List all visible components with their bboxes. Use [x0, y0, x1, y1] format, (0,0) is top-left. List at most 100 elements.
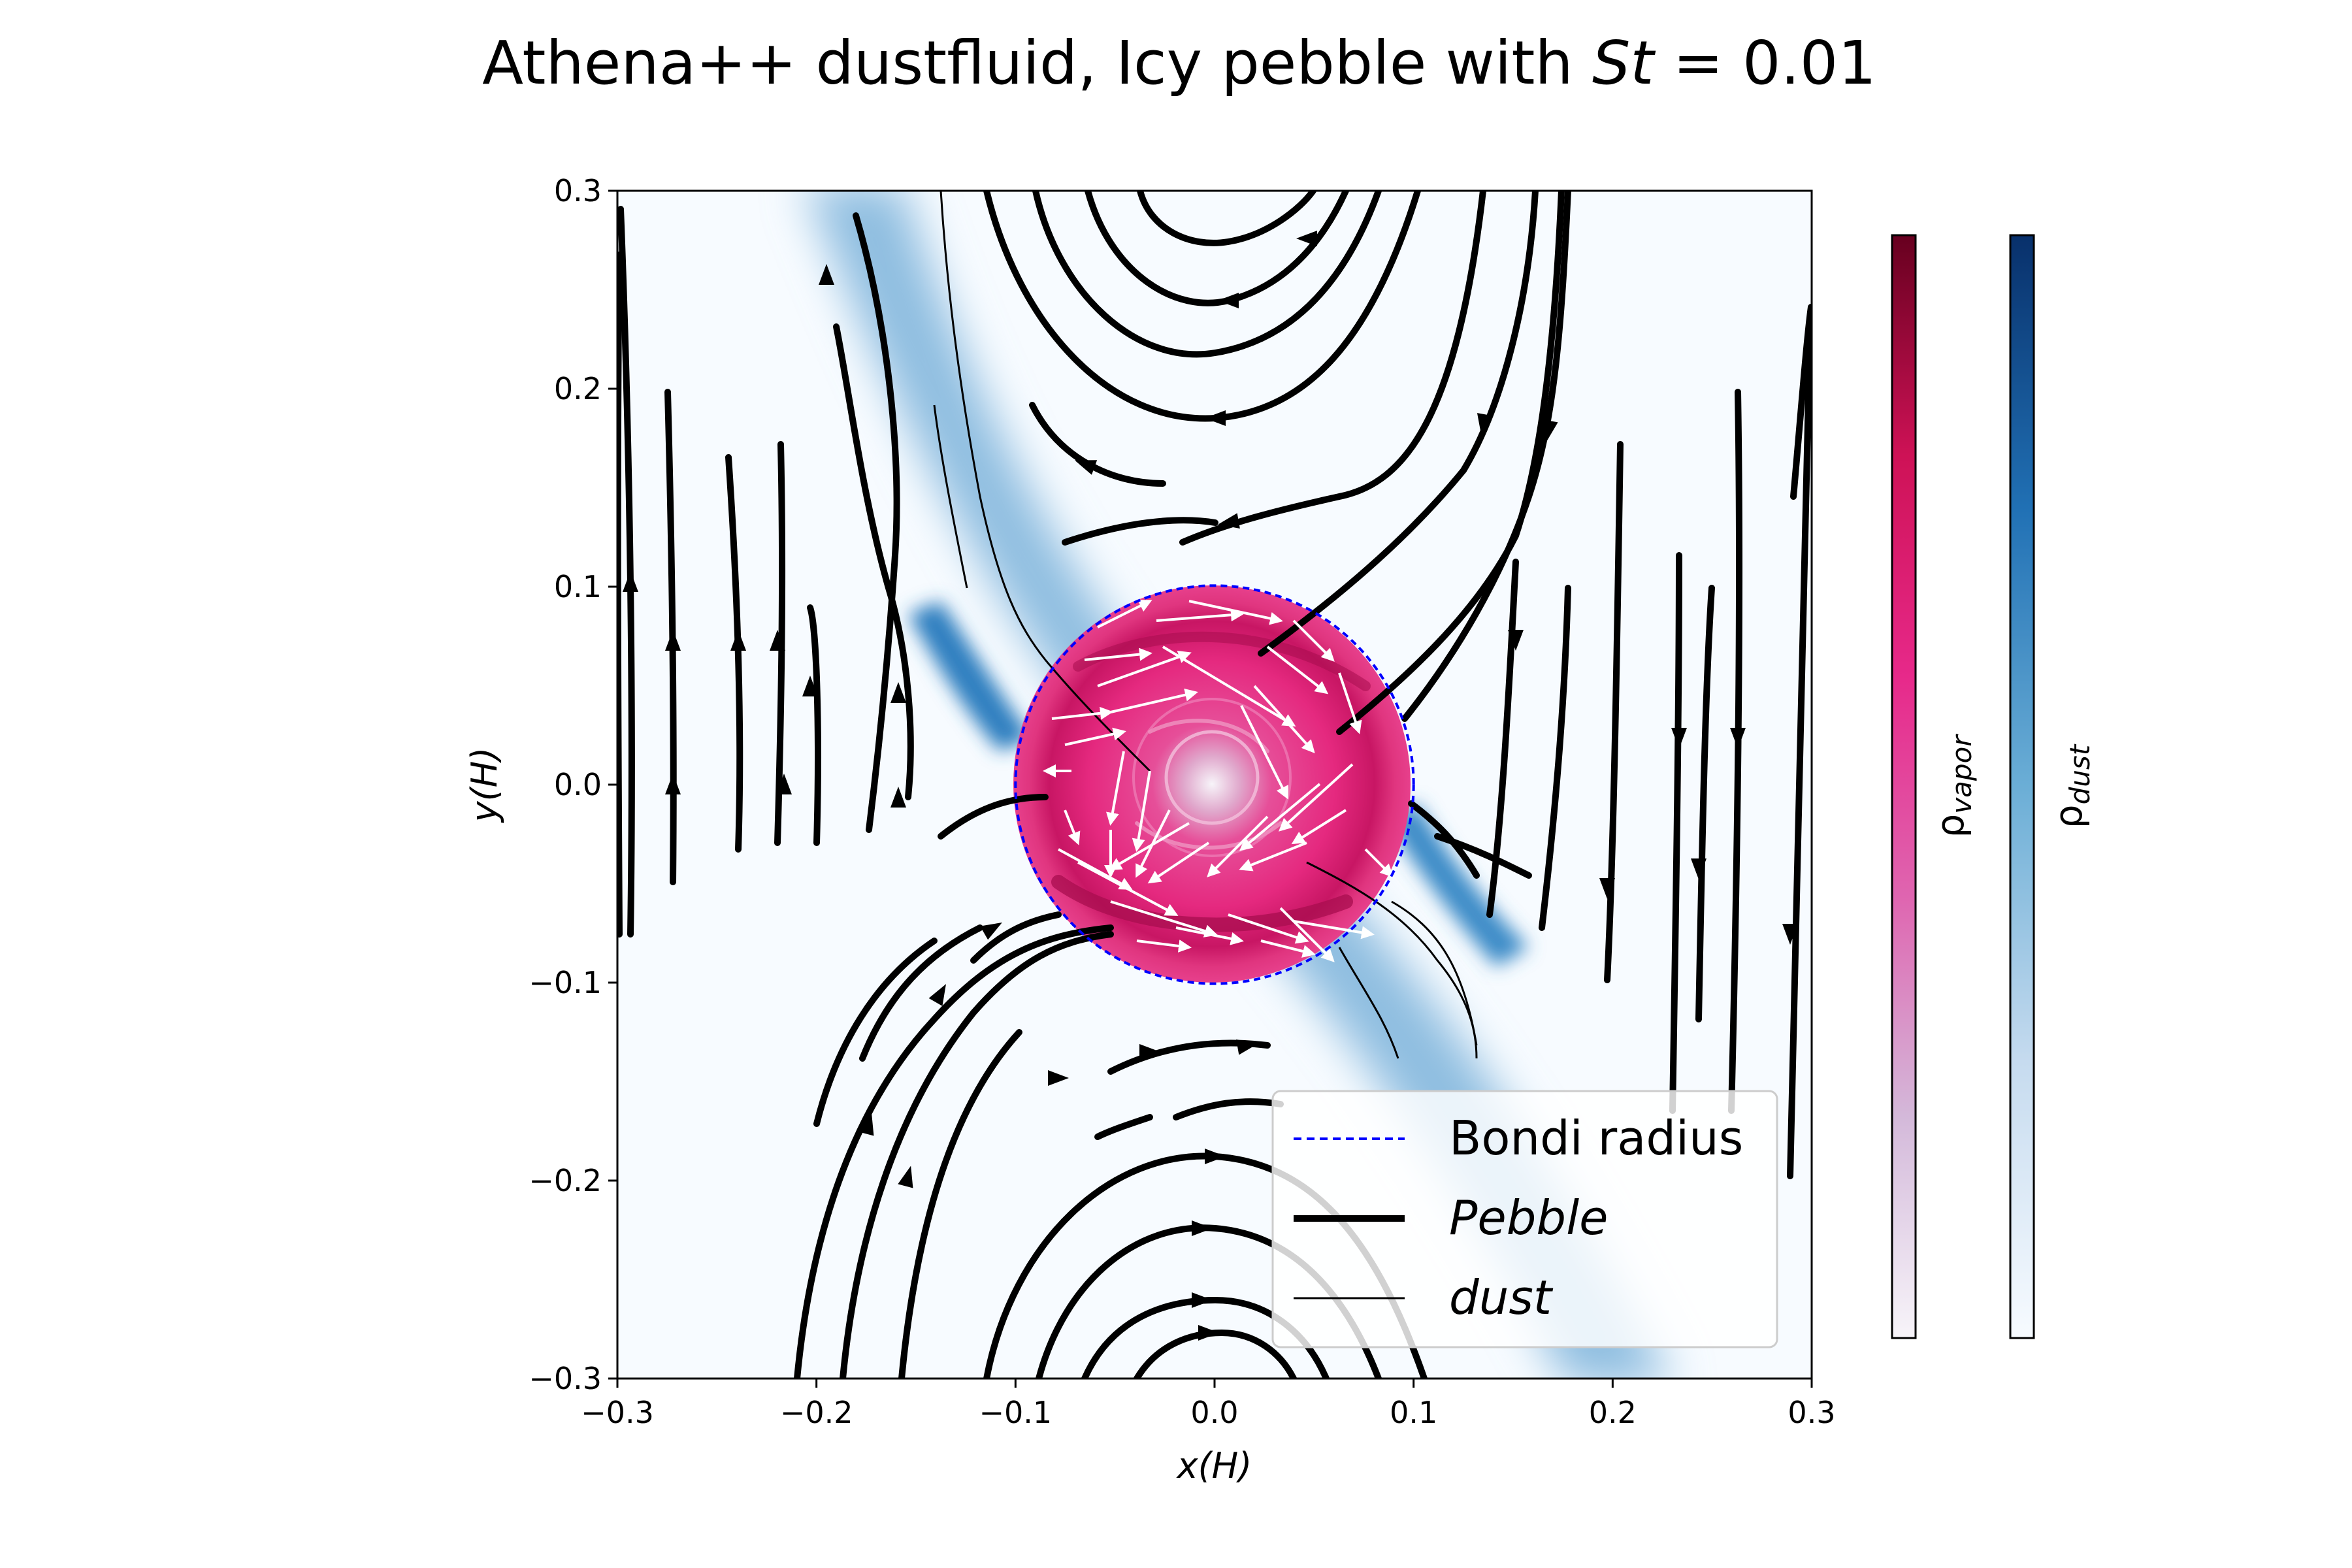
streamline-arrowhead: [1802, 382, 1812, 402]
pebble-streamline: [1790, 304, 1812, 500]
vapor-arrow: [1097, 650, 1192, 687]
vapor-arrow: [1239, 841, 1307, 872]
streamline-arrowhead: [665, 774, 681, 794]
colorbar-dust-bar: [2009, 234, 2035, 1339]
pebble-streamline: [1094, 1114, 1153, 1140]
streamline-arrowhead: [1139, 1044, 1160, 1060]
x-tick-label: −0.2: [780, 1395, 853, 1430]
streamline-arrowhead: [819, 264, 834, 285]
bondi-radius-circle: [1014, 584, 1415, 985]
streamline-arrowhead: [1508, 630, 1524, 651]
streamline-arrowhead: [665, 630, 681, 651]
pebble-streamline: [813, 938, 938, 1127]
legend: Bondi radius Pebble dust: [1271, 1090, 1778, 1348]
legend-box: [1271, 1090, 1778, 1348]
vapor-arrow: [1097, 600, 1152, 629]
vapor-arrow: [1291, 809, 1347, 845]
streamline-arrowhead: [890, 787, 906, 808]
vapor-arrow: [1108, 822, 1190, 871]
dust-streamline: [1338, 947, 1399, 1059]
y-axis-label: y(H): [464, 747, 505, 824]
vapor-arrow: [1110, 900, 1218, 938]
pebble-streamline: [1401, 191, 1571, 722]
colorbar-dust-label: ρdust: [2046, 743, 2096, 828]
vapor-arrow: [1266, 645, 1329, 694]
vapor-arrow: [1132, 770, 1151, 852]
x-tick-label: 0.0: [1190, 1395, 1238, 1430]
streamline-arrowhead: [1074, 460, 1098, 475]
streamline-arrowhead: [898, 1166, 913, 1188]
vapor-arrow: [1147, 841, 1210, 884]
streamline-arrowhead: [623, 571, 638, 592]
streamline-arrowhead: [1599, 878, 1615, 899]
x-tick-label: 0.2: [1589, 1395, 1637, 1430]
streamline-arrowhead: [1730, 728, 1746, 749]
streamline-arrowhead: [776, 774, 792, 794]
pebble-streamline: [1787, 336, 1812, 1179]
streamline-arrowhead: [1205, 1149, 1226, 1164]
pebble-streamline: [970, 911, 1062, 964]
x-tick-label: −0.1: [979, 1395, 1052, 1430]
y-axis-ticks: −0.3 −0.2 −0.1 0.0 0.1 0.2 0.3: [529, 173, 617, 1396]
streamline-arrowhead: [1477, 413, 1493, 435]
pebble-streamline: [1408, 800, 1480, 879]
x-tick-label: −0.3: [581, 1395, 654, 1430]
y-tick-label: 0.0: [554, 767, 602, 802]
y-tick-label: 0.1: [554, 569, 602, 604]
pebble-streamline: [1179, 191, 1486, 546]
pebble-streamline: [1539, 585, 1571, 931]
pebble-streamline: [1032, 191, 1382, 358]
streamline-arrowhead: [1198, 1325, 1219, 1341]
y-tick-label: −0.1: [529, 965, 602, 1000]
pebble-streamline: [1258, 191, 1539, 657]
vapor-arrow: [1228, 913, 1309, 944]
pebble-streamline: [1695, 585, 1715, 1022]
streamline-arrowhead: [730, 630, 746, 651]
x-axis-label: x(H): [1176, 1445, 1252, 1486]
vapor-arrow: [1188, 600, 1283, 625]
streamline-arrowhead: [1192, 1292, 1213, 1308]
pebble-streamline: [1173, 1098, 1284, 1120]
vapor-arrow: [1162, 645, 1296, 727]
vapor-arrow: [1292, 619, 1335, 662]
vapor-arrow: [1364, 848, 1394, 877]
streamline-arrowhead: [1205, 410, 1226, 426]
streamline-arrowhead: [770, 630, 785, 651]
colorbar-vapor-bar: [1891, 234, 1917, 1339]
pebble-streamline: [938, 794, 1049, 840]
vapor-arrow: [1106, 751, 1125, 826]
streamline-arrowhead: [928, 984, 946, 1006]
streamline-arrowhead: [1296, 231, 1317, 246]
vapor-velocity-arrows: [1043, 600, 1394, 962]
x-axis-ticks: −0.3 −0.2 −0.1 0.0 0.1 0.2 0.3: [581, 1379, 1836, 1430]
vapor-arrow: [1051, 706, 1113, 720]
streamline-arrowhead: [1218, 513, 1240, 529]
vapor-arrow: [1058, 848, 1133, 890]
pebble-streamlines: [617, 191, 1812, 1379]
y-tick-label: 0.3: [554, 173, 602, 208]
vapor-density-disk: [1013, 585, 1411, 983]
streamline-arrowhead: [1048, 1070, 1069, 1086]
dust-streamlines: [933, 191, 1478, 1059]
streamline-arrowhead: [858, 1113, 874, 1136]
streamline-arrowhead: [890, 682, 906, 703]
colorbar-vapor: ρvapor: [1891, 234, 1978, 1339]
x-tick-label: 0.3: [1788, 1395, 1835, 1430]
vapor-arrow: [1293, 920, 1375, 939]
pebble-streamline: [1604, 441, 1624, 983]
pebble-streamline: [840, 931, 1114, 1379]
pebble-streamline: [1062, 517, 1218, 546]
streamline-arrowhead: [980, 923, 1002, 940]
vapor-arrow: [1207, 815, 1269, 877]
streamline-arrowhead: [802, 676, 818, 696]
pebble-streamline: [1728, 389, 1742, 1114]
y-tick-label: 0.2: [554, 371, 602, 406]
pebble-streamline: [853, 212, 900, 833]
legend-bondi-label: Bondi radius: [1449, 1111, 1743, 1166]
pebble-streamline: [664, 389, 677, 885]
y-tick-label: −0.2: [529, 1163, 602, 1198]
legend-pebble-label: Pebble: [1449, 1190, 1608, 1245]
streamline-arrowhead: [1542, 419, 1558, 442]
dust-streamline: [933, 404, 968, 589]
pebble-streamline: [859, 924, 983, 1062]
